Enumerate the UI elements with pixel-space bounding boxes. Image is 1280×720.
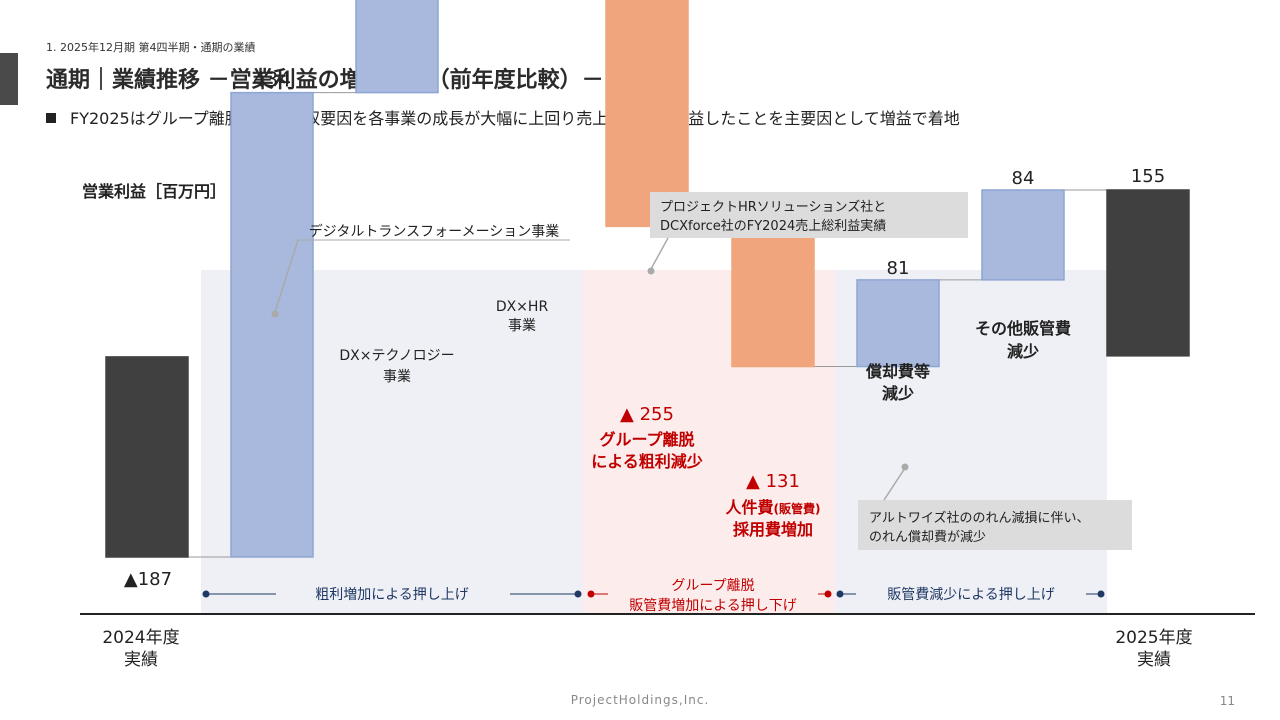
value-label-personnel: ▲ 131 <box>746 471 800 492</box>
bar-5 <box>605 0 689 228</box>
x-axis-label-2025-line2: 実績 <box>1137 650 1171 670</box>
range-dot <box>824 590 832 598</box>
category-personnel-line1: 人件費(販管費) <box>726 498 821 517</box>
callout-box-group-exit <box>650 192 968 238</box>
callout-amortization-dot <box>901 463 909 471</box>
bar-2 <box>230 91 314 558</box>
section-marker <box>0 53 18 105</box>
category-other-sga-line2: 減少 <box>1007 342 1039 361</box>
footer-company: ProjectHoldings,Inc. <box>570 693 710 707</box>
chart-label: 営業利益［百万円］ <box>82 182 227 201</box>
zone-label-group-exit-line1: グループ離脱 <box>671 577 754 594</box>
category-dx-hr-line2: 事業 <box>508 318 536 334</box>
bar-1 <box>105 356 189 558</box>
value-label-amortization: 81 <box>887 258 910 279</box>
range-dot <box>574 590 582 598</box>
bar-7 <box>856 279 940 368</box>
callout-dx-transformation: デジタルトランスフォーメーション事業 <box>309 223 560 240</box>
page-number: 11 <box>1219 694 1235 708</box>
range-dot <box>587 590 595 598</box>
page-title: 通期｜業績推移 －営業利益の増減要因（前年度比較）－ <box>46 68 604 93</box>
personnel-label-sub: (販管費) <box>774 501 821 516</box>
callout-group-exit-line2: DCXforce社のFY2024売上総利益実績 <box>660 218 886 234</box>
category-amortization-line2: 減少 <box>882 384 914 403</box>
callout-leader-dot <box>271 310 279 318</box>
value-label-2025: 155 <box>1131 166 1165 187</box>
x-axis-label-2024-line2: 実績 <box>124 650 158 670</box>
category-other-sga-line1: その他販管費 <box>975 319 1071 338</box>
breadcrumb: 1. 2025年12月期 第4四半期・通期の業績 <box>46 41 256 54</box>
callout-group-exit-line1: プロジェクトHRソリューションズ社と <box>660 199 886 215</box>
category-dx-technology-line1: DX×テクノロジー <box>339 348 454 364</box>
personnel-label-main: 人件費 <box>726 498 774 517</box>
category-group-exit-line2: による粗利減少 <box>591 452 703 471</box>
bullet-square-icon <box>46 113 56 123</box>
range-dot <box>202 590 210 598</box>
bar-8 <box>981 189 1065 281</box>
bar-3 <box>355 0 439 94</box>
value-label-2024: ▲187 <box>124 569 172 590</box>
category-amortization-line1: 償却費等 <box>865 362 930 381</box>
bar-6 <box>731 225 815 368</box>
category-personnel-line2: 採用費増加 <box>733 520 813 539</box>
value-label-group-exit: ▲ 255 <box>620 404 674 425</box>
x-axis-label-2024-line1: 2024年度 <box>102 628 179 648</box>
x-axis-label-2025-line1: 2025年度 <box>1115 628 1192 648</box>
category-dx-hr-line1: DX×HR <box>496 299 549 315</box>
callout-amortization-line2: のれん償却費が減少 <box>869 529 986 545</box>
range-dot <box>836 590 844 598</box>
zone-label-sga-decrease: 販管費減少による押し上げ <box>887 586 1055 603</box>
callout-box-amortization <box>858 500 1132 550</box>
value-label-dx-transformation: 434 <box>253 68 291 92</box>
zone-label-group-exit-line2: 販管費増加による押し下げ <box>629 598 797 614</box>
bar-9 <box>1106 189 1190 357</box>
callout-group-exit-leader <box>650 237 669 270</box>
callout-leader-line <box>274 239 299 313</box>
value-label-other-sga: 84 <box>1012 168 1035 189</box>
callout-amortization-line1: アルトワイズ社ののれん減損に伴い、 <box>869 510 1089 526</box>
callout-amortization-leader <box>883 467 906 501</box>
callout-group-exit-dot <box>647 267 655 275</box>
category-dx-technology-line2: 事業 <box>383 369 411 385</box>
category-group-exit-line1: グループ離脱 <box>599 430 694 449</box>
zone-label-gross-profit: 粗利増加による押し上げ <box>315 587 469 603</box>
range-dot <box>1097 590 1105 598</box>
